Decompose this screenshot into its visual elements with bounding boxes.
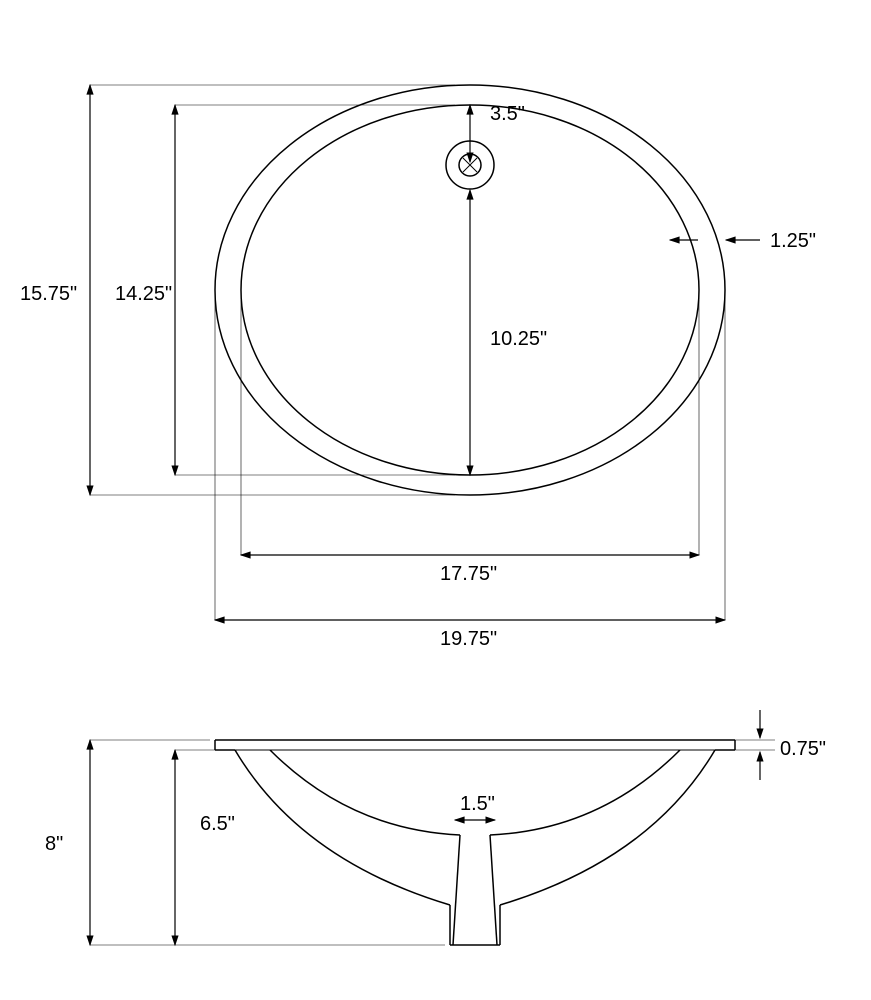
dim-bowl-depth-top-label: 10.25" [490,328,547,350]
dim-side-rim-thickness-label: 0.75" [780,738,826,760]
dim-bowl-depth-top: 10.25" [470,190,547,475]
dim-side-rim-thickness: 0.75" [735,710,826,780]
dim-rim-thickness: 1.25" [670,230,816,252]
dim-side-total-height-label: 8" [45,833,63,855]
sink-technical-drawing: 15.75" 14.25" 3.5" 10.25" 1.25" 17.75" 1… [0,0,871,1000]
dim-drain-offset: 3.5" [470,103,525,162]
dim-outer-height-label: 15.75" [20,283,77,305]
dim-drain-offset-label: 3.5" [490,103,525,125]
dim-drain-tail-width: 1.5" [455,793,495,820]
dim-rim-thickness-label: 1.25" [770,230,816,252]
side-view [215,740,735,945]
dim-drain-tail-width-label: 1.5" [460,793,495,815]
dim-side-bowl-depth: 6.5" [175,750,235,945]
dim-inner-height-label: 14.25" [115,283,172,305]
dim-inner-width-label: 17.75" [440,563,497,585]
dim-side-bowl-depth-label: 6.5" [200,813,235,835]
dim-side-total-height: 8" [45,740,445,945]
dim-outer-height: 15.75" [20,85,455,495]
dim-inner-height: 14.25" [115,105,455,475]
dim-outer-width-label: 19.75" [440,628,497,650]
